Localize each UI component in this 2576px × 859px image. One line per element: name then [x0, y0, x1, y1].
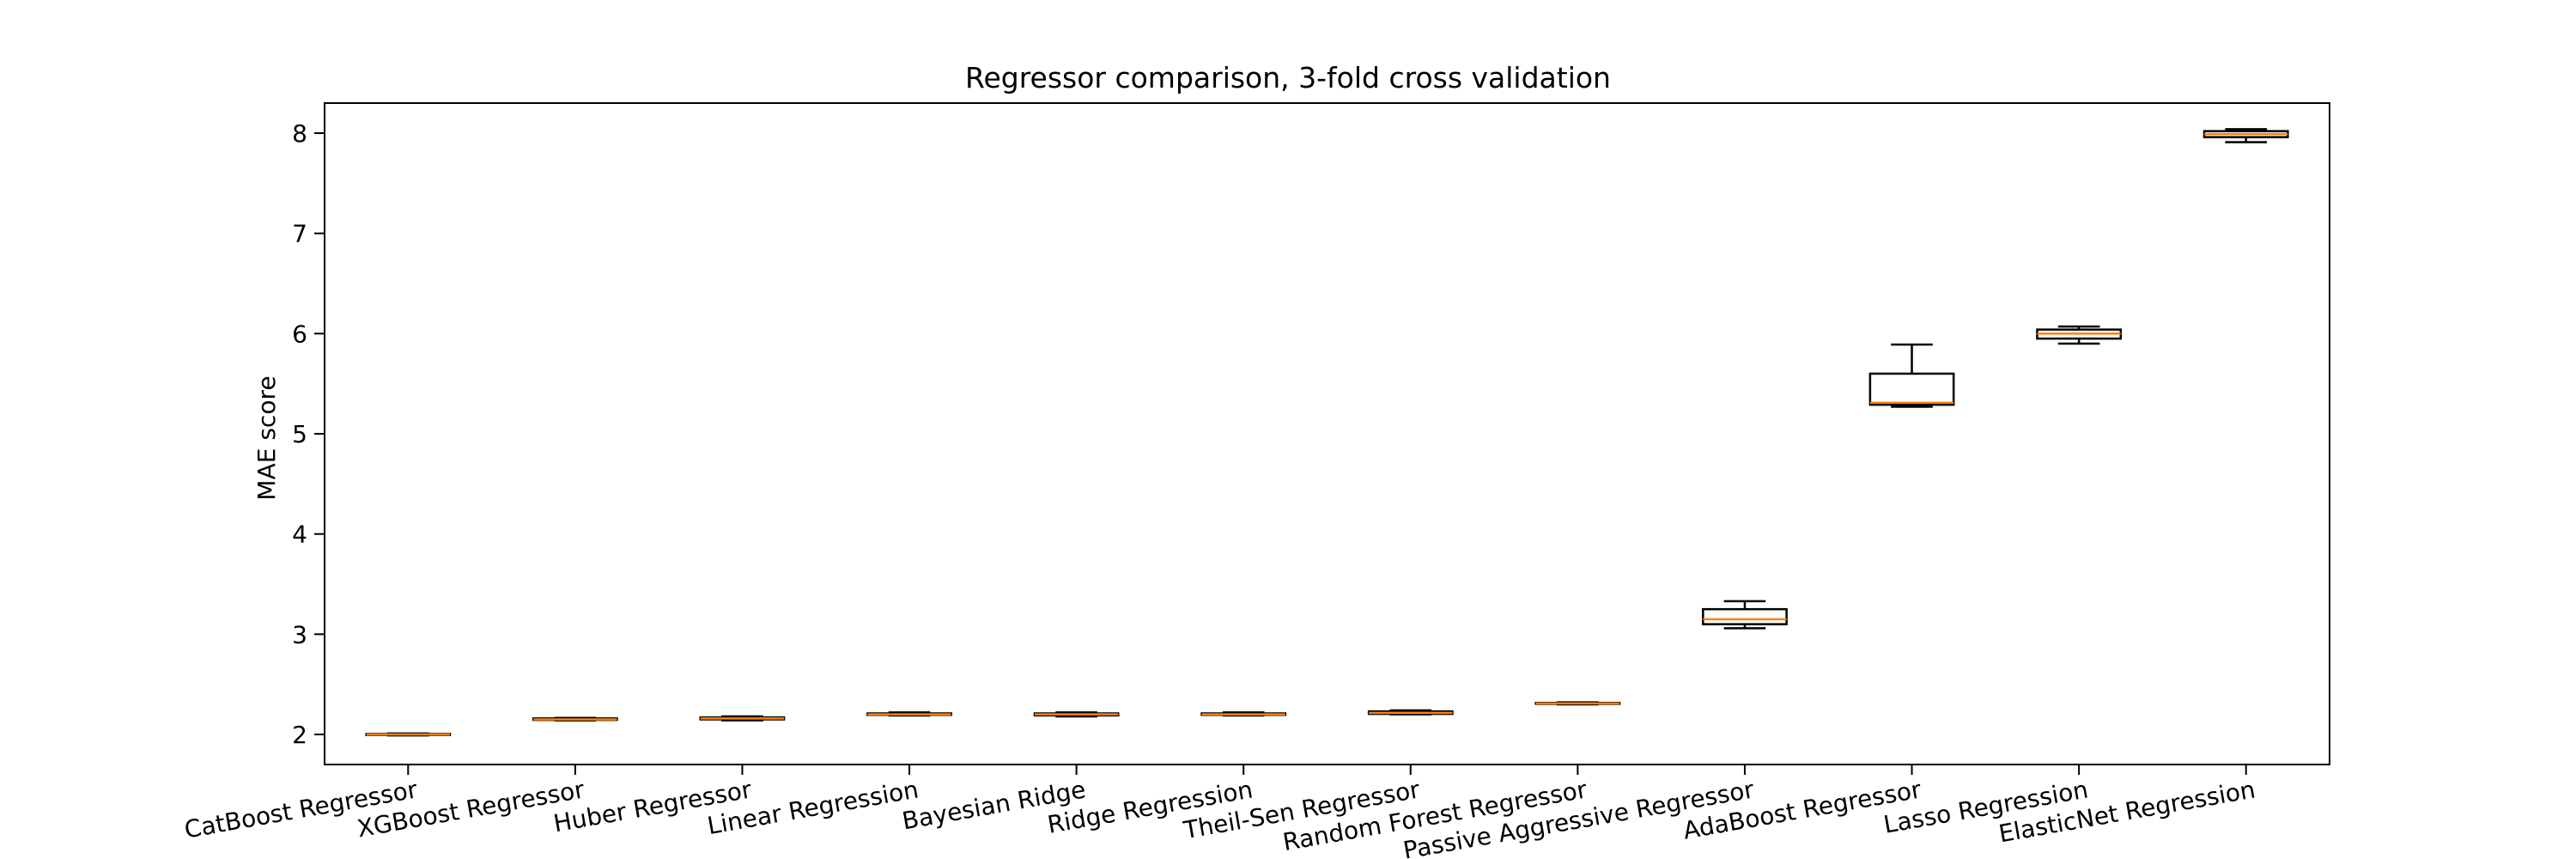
box	[1868, 372, 1955, 406]
plot-frame	[324, 102, 2330, 765]
y-tick-label: 4	[292, 521, 307, 549]
box	[1702, 607, 1788, 625]
y-tick-label: 5	[292, 420, 307, 448]
y-tick-label: 6	[292, 320, 307, 348]
y-tick-label: 8	[292, 119, 307, 148]
y-tick-label: 7	[292, 220, 307, 248]
y-axis-label: MAE score	[252, 375, 281, 500]
y-tick-label: 3	[292, 620, 307, 649]
chart-title: Regressor comparison, 3-fold cross valid…	[965, 61, 1611, 94]
y-tick-label: 2	[292, 721, 307, 749]
